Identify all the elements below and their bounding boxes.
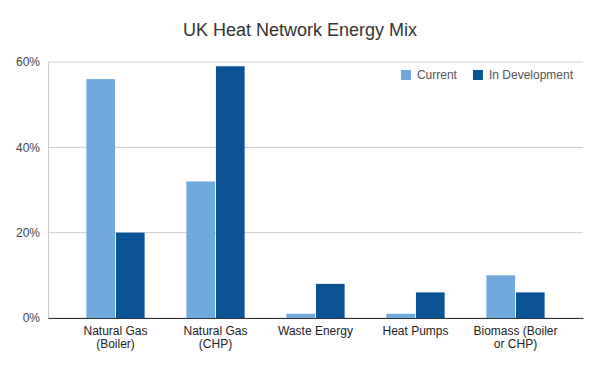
bar (186, 181, 215, 318)
x-tick: Heat Pumps (382, 318, 448, 338)
y-tick: 40% (16, 141, 48, 155)
y-tick: 60% (16, 55, 48, 69)
y-tick-label: 20% (16, 226, 40, 240)
y-axis: 0% 20% 40% 60% (16, 55, 49, 325)
label-line: Heat Pumps (382, 324, 448, 338)
x-axis-line (49, 318, 584, 319)
y-tick: 0% (23, 311, 48, 325)
chart-title: UK Heat Network Energy Mix (183, 20, 417, 40)
bar (386, 314, 415, 318)
grid (48, 62, 583, 318)
y-tick-label: 40% (16, 141, 40, 155)
x-tick: Waste Energy (278, 318, 353, 338)
x-tick: Natural Gas(Boiler) (83, 318, 147, 351)
x-tick: Biomass (Boileror CHP) (473, 318, 557, 351)
legend: Current In Development (401, 68, 574, 82)
bar (116, 233, 145, 318)
legend-item: In Development (473, 68, 574, 82)
y-tick: 20% (16, 226, 48, 240)
x-tick-label: Waste Energy (278, 324, 353, 338)
legend-swatch (473, 70, 483, 80)
legend-label: In Development (489, 68, 574, 82)
bars (86, 66, 544, 318)
label-line: or CHP) (494, 337, 537, 351)
x-tick-label: Natural Gas(CHP) (183, 324, 247, 352)
y-tick-label: 60% (16, 55, 40, 69)
bar (416, 292, 445, 318)
x-tick-label: Biomass (Boileror CHP) (473, 324, 557, 352)
plot-area: 0%20%40%60%Natural Gas(Boiler)Natural Ga… (16, 55, 584, 351)
label-line: Natural Gas (83, 324, 147, 338)
label-line: Biomass (Boiler (473, 324, 557, 338)
bar (316, 284, 345, 318)
label-line: Natural Gas (183, 324, 247, 338)
bar (286, 314, 315, 318)
label-line: (CHP) (199, 337, 232, 351)
x-tick-label: Natural Gas(Boiler) (83, 324, 147, 352)
bar (216, 66, 245, 318)
x-axis: Natural Gas(Boiler)Natural Gas(CHP)Waste… (49, 318, 584, 351)
legend-label: Current (417, 68, 458, 82)
grid-line (48, 147, 583, 148)
legend-item: Current (401, 68, 458, 82)
bar (486, 275, 515, 318)
bar (516, 292, 545, 318)
x-tick-label: Heat Pumps (382, 324, 448, 338)
chart-svg: UK Heat Network Energy Mix 0% 20% 40% 60% Nat… (0, 0, 600, 371)
x-tick: Natural Gas(CHP) (183, 318, 247, 351)
legend-swatch (401, 70, 411, 80)
grid-line (48, 62, 583, 63)
bar-series (86, 79, 515, 318)
y-axis-line (48, 63, 49, 319)
bar (86, 79, 115, 318)
label-line: (Boiler) (96, 337, 135, 351)
y-tick-label: 0% (23, 311, 41, 325)
bar-series (116, 66, 545, 318)
label-line: Waste Energy (278, 324, 353, 338)
